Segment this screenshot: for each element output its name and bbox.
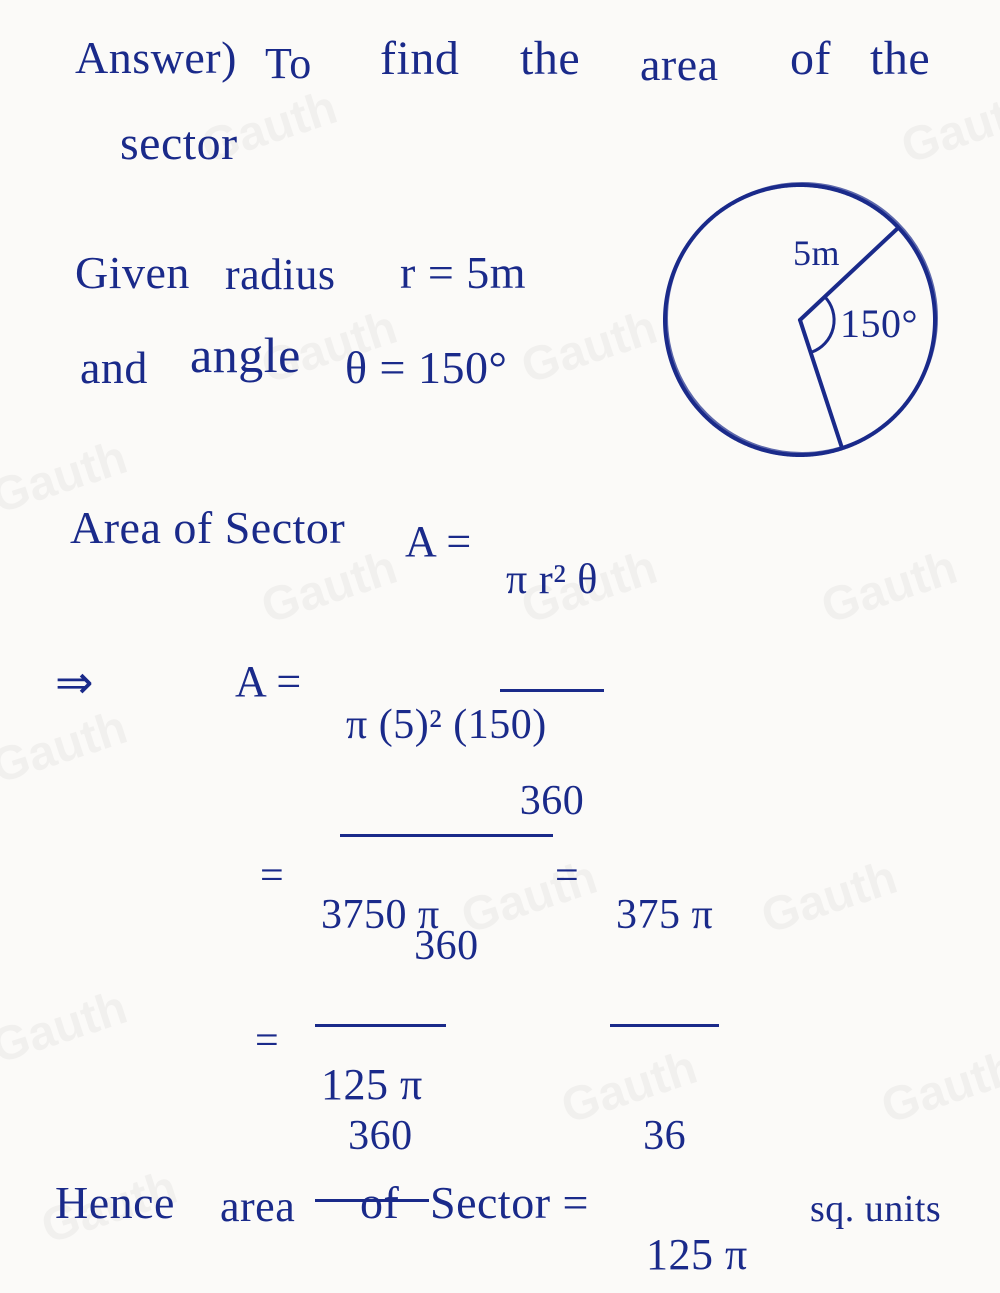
equals-3: =	[255, 1020, 279, 1062]
watermark: Gauth	[0, 700, 134, 795]
text-area-2: area	[220, 1185, 295, 1229]
text-sq-units: sq. units	[810, 1190, 941, 1228]
watermark: Gauth	[815, 540, 964, 635]
frac-125-12: 125 π 12	[315, 975, 429, 1293]
text-area-of-sector: Area of Sector	[70, 505, 345, 551]
num-375pi: 375 π	[610, 894, 719, 938]
sector-diagram	[0, 0, 1000, 500]
diagram-radius-label: 5m	[793, 235, 840, 271]
arrow-icon: ⇒	[55, 660, 94, 706]
num-125pi: 125 π	[315, 1063, 429, 1109]
watermark: Gauth	[755, 850, 904, 945]
final-fraction: 125 π 12	[640, 1145, 754, 1293]
watermark: Gauth	[875, 1040, 1000, 1135]
text-sector-eq: Sector =	[430, 1180, 589, 1226]
text-A-eq-2: A =	[235, 660, 302, 704]
equals-2: =	[555, 855, 579, 897]
sub-numerator: π (5)² (150)	[340, 704, 553, 748]
num-3750pi: 3750 π	[315, 894, 446, 938]
text-A-eq: A =	[405, 520, 472, 564]
text-hence: Hence	[55, 1180, 175, 1226]
final-numerator: 125 π	[640, 1233, 754, 1279]
page-root: Gauth Gauth Gauth Gauth Gauth Gauth Gaut…	[0, 0, 1000, 1293]
text-of-2: of	[360, 1180, 399, 1226]
watermark: Gauth	[0, 980, 134, 1075]
formula-numerator: π r² θ	[500, 559, 604, 603]
equals-1: =	[260, 855, 284, 897]
diagram-angle-label: 150°	[840, 304, 918, 344]
